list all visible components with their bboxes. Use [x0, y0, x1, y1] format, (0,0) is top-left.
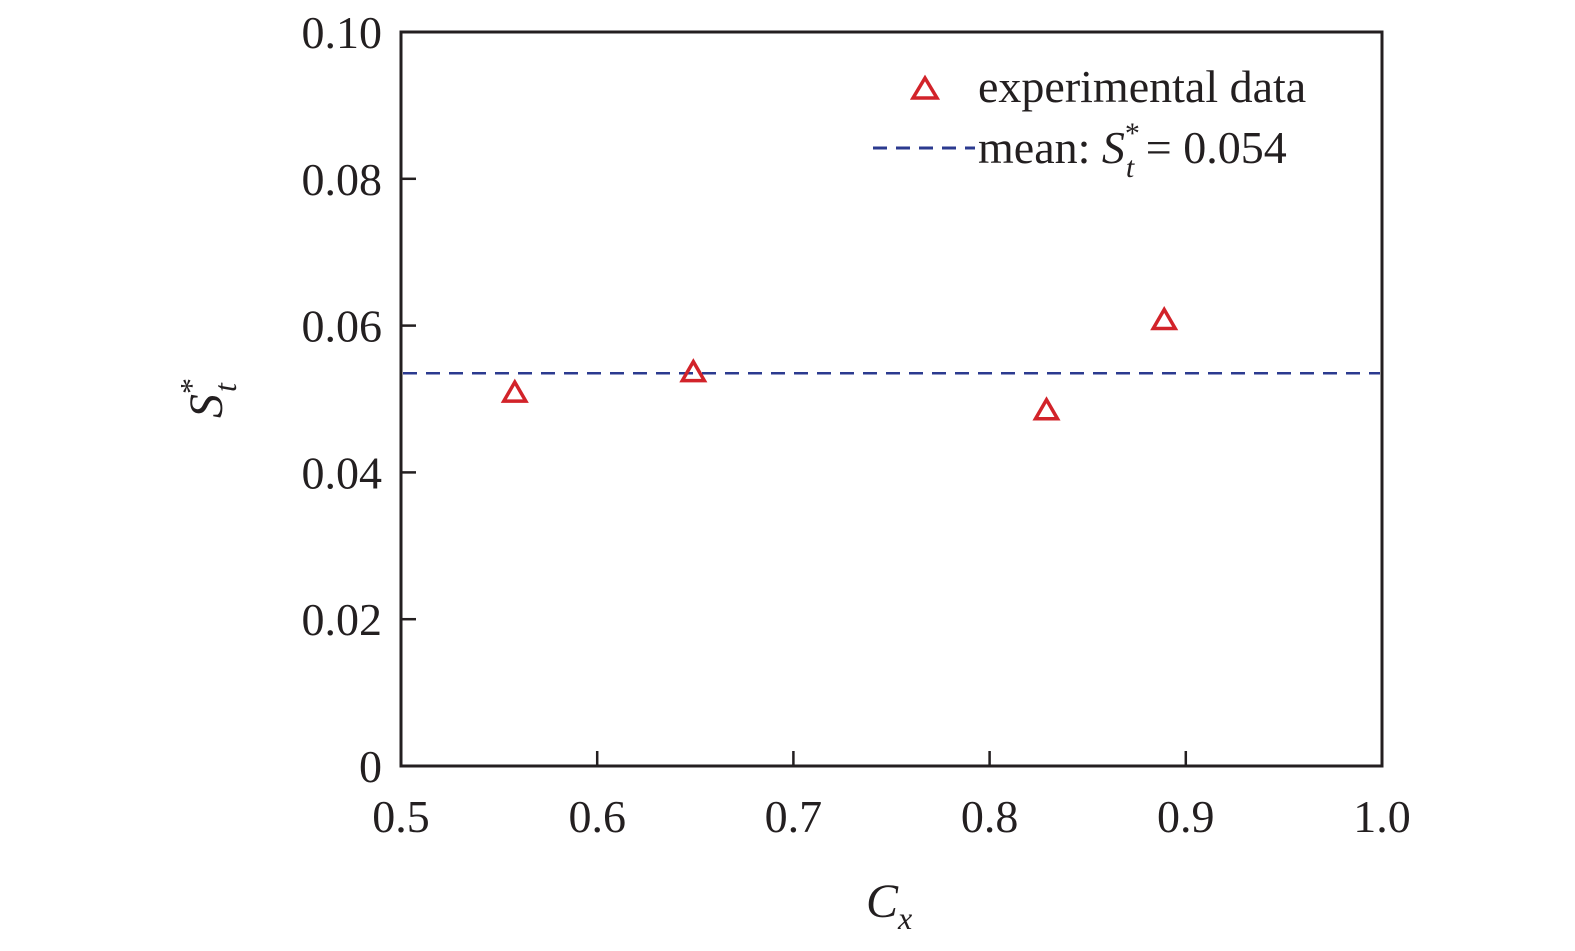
legend-mean-symbol: S — [1102, 122, 1125, 173]
data-point-triangle — [679, 358, 708, 383]
legend-mean-prefix: mean: — [978, 122, 1102, 173]
legend-label-mean: mean: S* t = 0.054 — [978, 117, 1287, 184]
x-axis-label-main: C — [866, 875, 899, 928]
x-axis-label-sub: x — [897, 900, 912, 936]
x-tick-label: 1.0 — [1353, 791, 1411, 842]
legend-triangle-marker — [909, 74, 941, 100]
data-points — [500, 305, 1179, 421]
data-point-triangle — [1150, 305, 1179, 331]
legend-mean-sup: * — [1125, 117, 1140, 150]
y-axis-label-sub: t — [207, 382, 243, 392]
legend-mean-sub: t — [1126, 151, 1135, 184]
y-axis-label: S*t — [173, 378, 243, 418]
legend-mean-value: = 0.054 — [1134, 122, 1286, 173]
x-tick-label: 0.5 — [372, 791, 430, 842]
y-tick-label: 0.10 — [302, 7, 383, 58]
y-tick-label: 0.02 — [302, 594, 383, 645]
x-tick-label: 0.7 — [765, 791, 823, 842]
y-tick-label: 0 — [359, 741, 382, 792]
data-point-triangle — [1032, 396, 1061, 421]
y-tick-label: 0.08 — [302, 154, 383, 205]
legend: experimental data mean: S* t = 0.054 — [873, 61, 1306, 184]
y-axis-label-main: S — [180, 394, 233, 418]
plot-area: 0.5 0.6 0.7 0.8 0.9 1.0 0 0.02 0.04 0.06 0.08 0.10 — [302, 7, 1411, 842]
plot-frame — [399, 30, 1384, 768]
x-tick-label: 0.6 — [568, 791, 626, 842]
x-tick-label: 0.8 — [961, 791, 1019, 842]
y-tick-label: 0.06 — [302, 301, 383, 352]
x-axis-label: Cx — [866, 875, 912, 936]
svg-text:S*t: S*t — [173, 378, 243, 418]
svg-text:Cx: Cx — [866, 875, 912, 936]
x-axis-ticks: 0.5 0.6 0.7 0.8 0.9 1.0 — [372, 751, 1411, 842]
x-tick-label: 0.9 — [1157, 791, 1215, 842]
y-axis-ticks: 0 0.02 0.04 0.06 0.08 0.10 — [302, 7, 416, 792]
y-tick-label: 0.04 — [302, 447, 383, 498]
legend-label-experimental: experimental data — [978, 61, 1306, 112]
y-axis-label-sup: * — [173, 378, 209, 394]
data-point-triangle — [500, 378, 529, 403]
